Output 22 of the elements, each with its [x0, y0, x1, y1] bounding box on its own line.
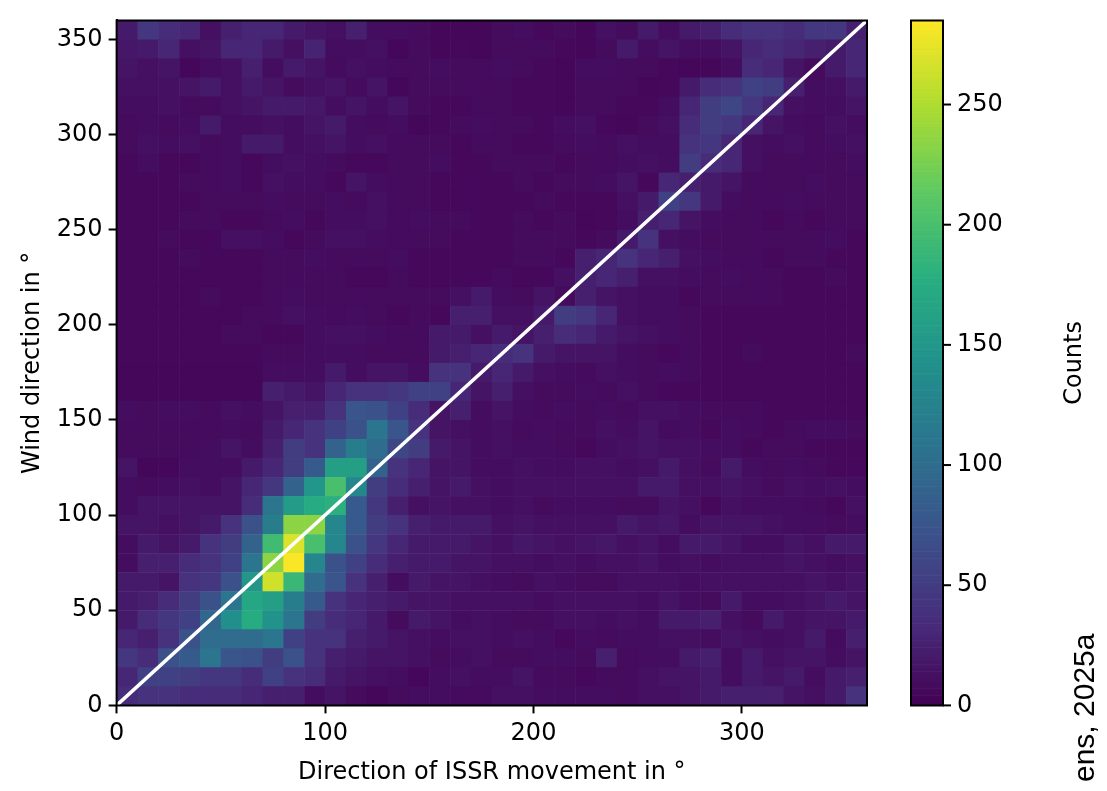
color-bar-label: 100: [957, 449, 1003, 478]
y-tick-label: 50: [72, 594, 103, 623]
y-tick-label: 100: [56, 499, 103, 528]
color-bar-label: 250: [957, 88, 1003, 117]
y-tick-label: 300: [56, 118, 103, 147]
x-tick-label: 100: [302, 718, 348, 747]
color-bar-label: 50: [957, 569, 988, 598]
x-tick-label: 200: [510, 718, 557, 747]
y-tick-label: 250: [56, 213, 103, 242]
color-bar-label: 200: [957, 208, 1003, 237]
color-bar-label: 150: [957, 329, 1003, 358]
y-axis-title: Wind direction in °: [16, 251, 45, 475]
text: ens, 2025a: [1067, 633, 1101, 782]
y-tick-label: 150: [56, 404, 103, 433]
color-bar-label: 0: [957, 689, 973, 718]
y-tick-label: 200: [56, 309, 103, 338]
x-tick-label: 300: [719, 718, 765, 747]
y-tick-label: 350: [56, 23, 103, 52]
y-tick-label: 0: [87, 689, 103, 718]
color-bar-title: Counts: [1059, 321, 1088, 405]
x-axis-title: Direction of ISSR movement in °: [298, 756, 686, 785]
x-tick-label: 0: [108, 718, 125, 747]
